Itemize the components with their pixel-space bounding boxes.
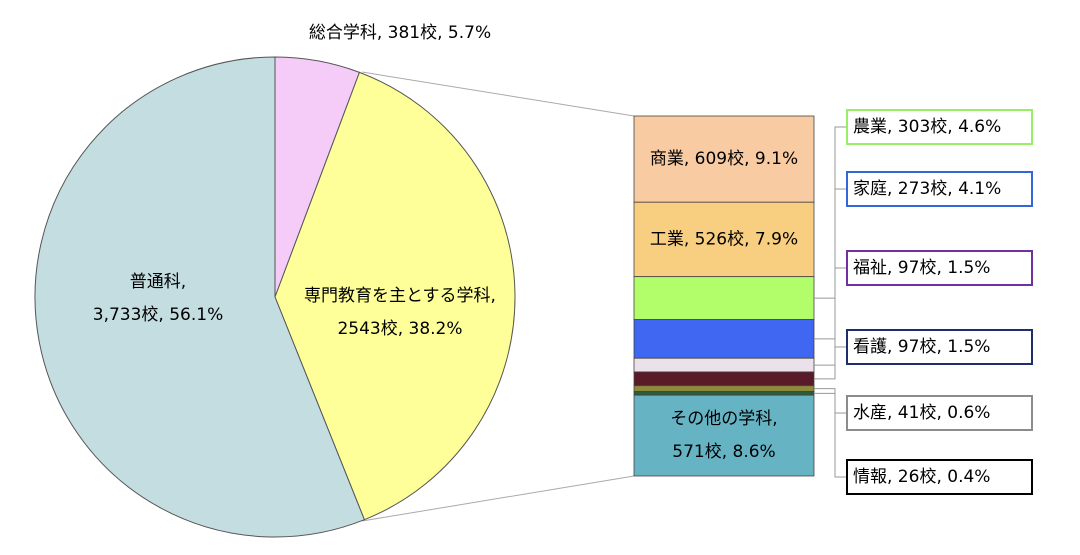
segment-label: 福祉, 97校, 1.5% xyxy=(853,258,990,278)
segment-label: その他の学科, xyxy=(670,409,777,429)
bar-segment xyxy=(633,394,815,477)
label-box xyxy=(846,395,1033,431)
leader-line xyxy=(814,346,847,380)
segment-label: 工業, 526校, 7.9% xyxy=(650,229,798,249)
label-box xyxy=(846,250,1033,286)
leader-line xyxy=(814,267,847,366)
bar-segment xyxy=(633,371,815,387)
bar-segment xyxy=(633,276,815,320)
segment-label: 情報, 26校, 0.4% xyxy=(853,467,990,487)
leader-line xyxy=(814,188,847,340)
segment-label: 農業, 303校, 4.6% xyxy=(853,117,1001,137)
label-box xyxy=(846,171,1033,207)
bar-segment xyxy=(633,357,815,373)
pie-slice xyxy=(34,56,366,538)
slice-label: 総合学科, 381校, 5.7% xyxy=(309,23,491,43)
segment-label: 商業, 609校, 9.1% xyxy=(650,149,798,169)
slice-label: 2543校, 38.2% xyxy=(337,319,462,339)
segment-label: 看護, 97校, 1.5% xyxy=(853,337,990,357)
label-box xyxy=(846,109,1033,145)
bar-segment xyxy=(633,319,815,359)
leader-line xyxy=(814,388,847,414)
pie-slice xyxy=(274,71,516,521)
segment-label: 家庭, 273校, 4.1% xyxy=(853,179,1001,199)
label-box xyxy=(846,329,1033,365)
segment-label: 571校, 8.6% xyxy=(672,442,775,462)
bar-segment xyxy=(633,385,815,392)
label-box xyxy=(846,459,1033,495)
leader-line xyxy=(814,392,847,478)
slice-label: 専門教育を主とする学科, xyxy=(304,286,496,306)
leader-line xyxy=(814,126,847,299)
segment-label: 水産, 41校, 0.6% xyxy=(853,403,990,423)
slice-label: 3,733校, 56.1% xyxy=(93,305,223,325)
connector-line xyxy=(361,71,635,117)
bar-segment xyxy=(633,201,815,278)
bar-segment xyxy=(633,391,815,396)
connector-line xyxy=(361,475,635,522)
bar-segment xyxy=(633,115,815,203)
slice-label: 普通科, xyxy=(130,272,186,292)
